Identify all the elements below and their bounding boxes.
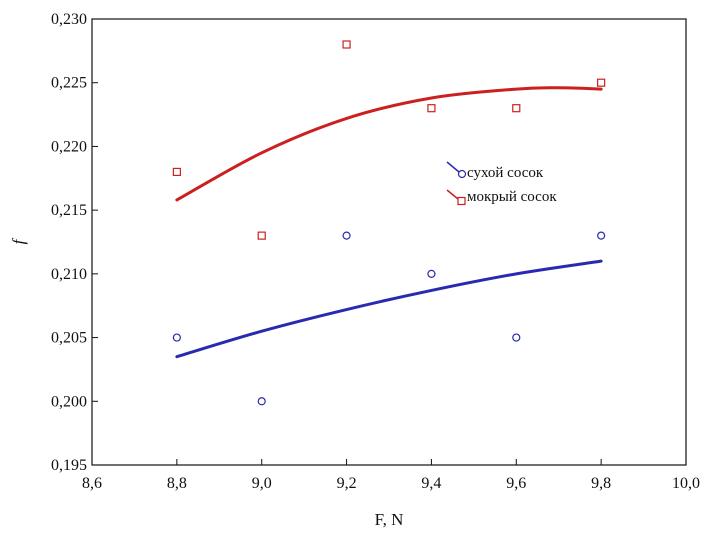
- point-series-0: [597, 231, 606, 240]
- point-series-1: [427, 104, 436, 113]
- fit-line-series-0: [175, 259, 603, 359]
- x-tick-label: 10,0: [672, 475, 700, 492]
- legend-line-dry: [446, 161, 460, 173]
- point-series-0: [342, 231, 351, 240]
- y-tick-label: 0,215: [51, 202, 87, 219]
- y-axis-ticks: 0,195 0,200 0,205 0,210 0,215 0,220 0,225 0,230: [51, 11, 98, 474]
- y-tick-label: 0,200: [51, 393, 87, 410]
- point-series-1: [512, 104, 521, 113]
- y-tick-label: 0,205: [51, 330, 87, 347]
- y-tick-label: 0,195: [51, 457, 87, 474]
- x-tick-label: 8,6: [82, 475, 102, 492]
- legend: сухой сосок мокрый сосок: [446, 161, 557, 206]
- x-tick-label: 9,6: [506, 475, 526, 492]
- x-tick-label: 9,0: [252, 475, 272, 492]
- point-series-1: [172, 167, 181, 177]
- x-tick-label: 9,4: [421, 475, 441, 492]
- point-series-0: [172, 333, 181, 342]
- x-tick-label: 9,2: [337, 475, 357, 492]
- legend-label-dry: сухой сосок: [467, 165, 544, 181]
- x-axis-title: F, N: [375, 510, 404, 529]
- y-tick-label: 0,220: [51, 138, 87, 155]
- point-series-0: [257, 397, 266, 406]
- x-axis-ticks: 8,6 8,8 9,0 9,2 9,4 9,6 9,8 10,0: [82, 459, 700, 492]
- legend-label-wet: мокрый сосок: [467, 189, 557, 205]
- y-tick-label: 0,225: [51, 75, 87, 92]
- fit-line-series-1: [175, 86, 603, 202]
- point-series-1: [257, 231, 266, 240]
- plot-frame: [91, 18, 687, 466]
- data-points: [172, 40, 606, 406]
- point-series-0: [512, 333, 521, 342]
- legend-marker-dry: [457, 169, 467, 179]
- y-tick-label: 0,210: [51, 266, 87, 283]
- y-axis-title: f: [9, 237, 28, 244]
- x-tick-label: 8,8: [167, 475, 187, 492]
- y-tick-label: 0,230: [51, 11, 87, 28]
- fit-lines: [175, 86, 603, 359]
- legend-line-wet: [446, 189, 459, 200]
- legend-marker-wet: [457, 196, 466, 206]
- x-tick-label: 9,8: [591, 475, 611, 492]
- point-series-1: [597, 78, 606, 87]
- point-series-1: [342, 40, 351, 49]
- point-series-0: [427, 269, 436, 278]
